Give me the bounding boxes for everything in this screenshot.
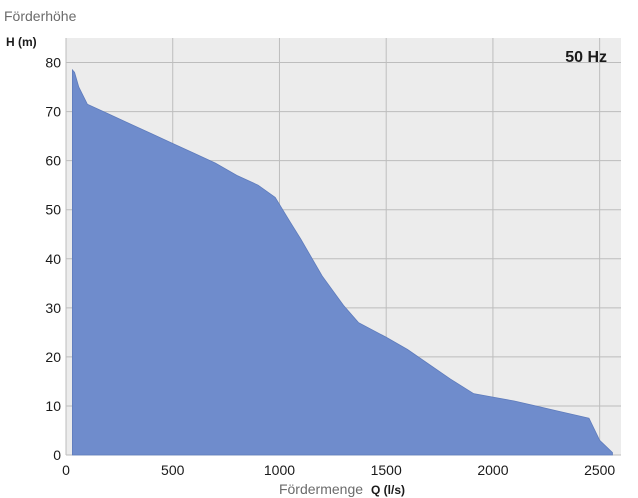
y-tick-label: 80	[45, 55, 61, 71]
y-tick-label: 20	[45, 349, 61, 365]
x-axis-unit: Q (l/s)	[371, 483, 405, 497]
y-tick-label: 10	[45, 398, 61, 414]
area-series-50hz	[72, 68, 613, 456]
y-tick-labels: 0 10 20 30 40 50 60 70 80	[45, 55, 61, 463]
y-tick-label: 60	[45, 153, 61, 169]
x-tick-label: 0	[62, 462, 70, 478]
x-axis-title: Fördermenge	[279, 481, 363, 497]
hz-annotation: 50 Hz	[565, 49, 607, 66]
x-tick-labels: 0 500 1000 1500 2000 2500	[62, 462, 615, 478]
y-tick-label: 40	[45, 251, 61, 267]
y-axis-title: Förderhöhe	[4, 8, 77, 24]
x-tick-label: 1000	[264, 462, 295, 478]
x-axis-label: Fördermenge Q (l/s)	[279, 481, 405, 498]
y-tick-label: 70	[45, 104, 61, 120]
y-axis-unit: H (m)	[6, 35, 37, 49]
y-tick-label: 0	[53, 447, 61, 463]
y-tick-label: 30	[45, 300, 61, 316]
x-tick-label: 2000	[477, 462, 508, 478]
y-tick-label: 50	[45, 202, 61, 218]
x-tick-label: 1500	[371, 462, 402, 478]
x-tick-label: 2500	[584, 462, 615, 478]
x-tick-label: 500	[161, 462, 185, 478]
